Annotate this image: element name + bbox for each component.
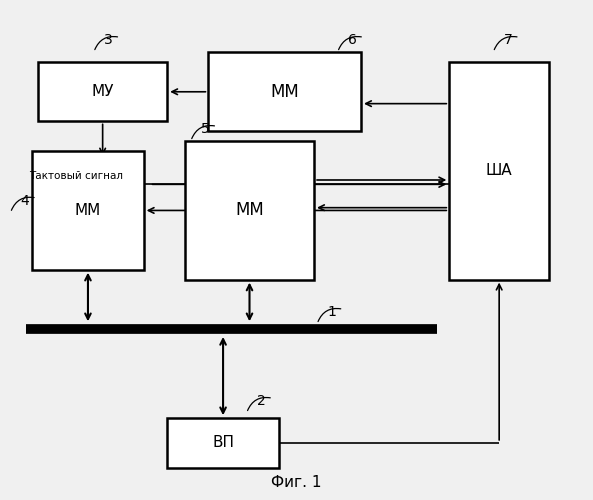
Text: ММ: ММ (75, 203, 101, 218)
Bar (38, 62, 167, 122)
Text: 1: 1 (327, 305, 336, 319)
Text: ВП: ВП (212, 436, 234, 450)
Text: 2: 2 (257, 394, 266, 408)
Text: Тактовый сигнал: Тактовый сигнал (29, 171, 123, 181)
Text: ММ: ММ (235, 202, 264, 220)
Bar (208, 52, 361, 132)
Text: ША: ША (486, 164, 512, 178)
Text: 5: 5 (201, 122, 210, 136)
Text: Фиг. 1: Фиг. 1 (271, 475, 322, 490)
Text: ММ: ММ (270, 83, 299, 101)
Text: 4: 4 (21, 194, 30, 207)
Bar (167, 418, 279, 468)
Bar (185, 141, 314, 280)
Bar (449, 62, 549, 280)
Text: 7: 7 (503, 33, 512, 47)
Text: МУ: МУ (91, 84, 114, 100)
Text: 3: 3 (104, 33, 113, 47)
Text: 6: 6 (348, 33, 357, 47)
Bar (32, 151, 144, 270)
